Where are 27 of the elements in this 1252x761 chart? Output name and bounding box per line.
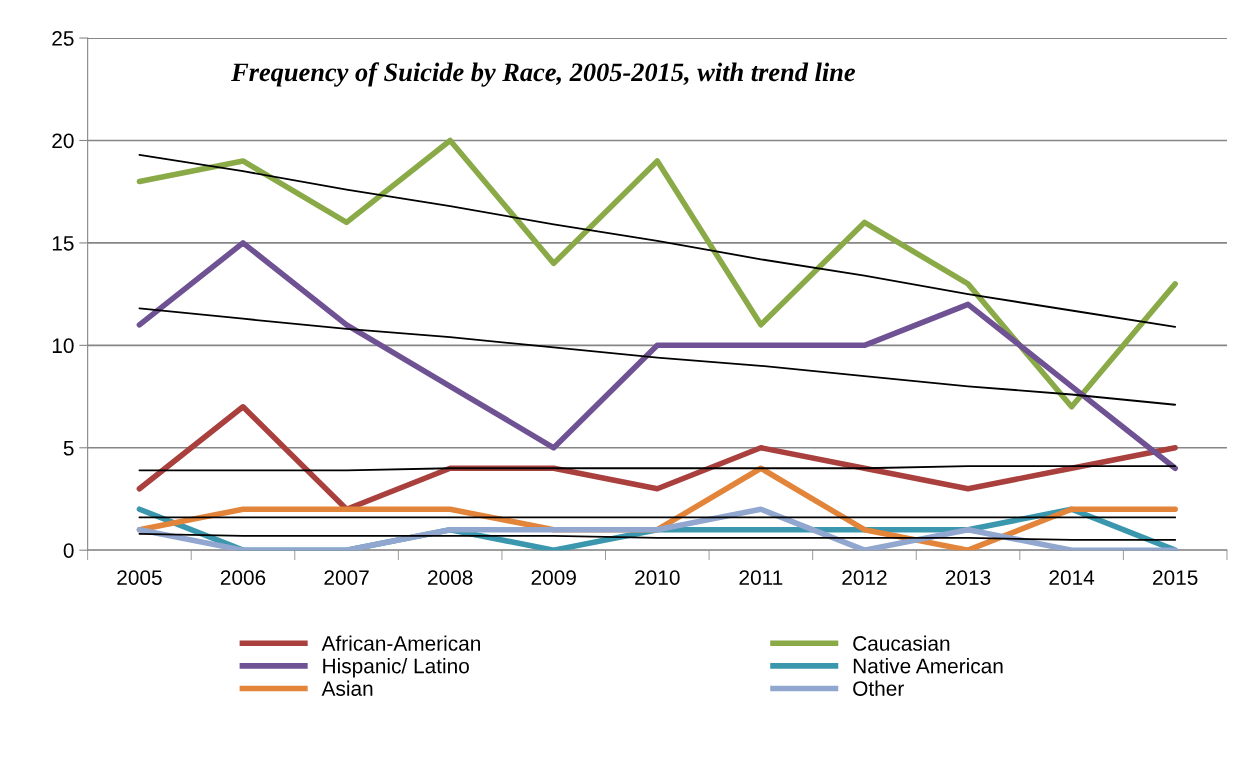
legend-label: Asian	[321, 680, 373, 696]
line-series	[138, 153, 1177, 328]
x-tick-label: 2006	[220, 570, 266, 585]
x-tick-label: 2008	[428, 570, 473, 585]
y-tick-label: 15	[52, 236, 74, 251]
legend-label: Hispanic/ Latino	[323, 658, 469, 678]
text: Frequency of Suicide by Race, 2005-2015, with trend line	[231, 62, 856, 87]
x-tick-label: 2010	[635, 570, 680, 585]
legend-label: Other	[853, 680, 904, 696]
y-tick-label: 20	[52, 133, 74, 149]
x-tick-label: 2013	[945, 570, 991, 585]
y-tick-label: 0	[63, 543, 74, 558]
x-tick-label: 2009	[531, 570, 576, 585]
legend-label: Caucasian	[853, 635, 950, 651]
line-series	[138, 532, 1177, 541]
x-tick-label: 2012	[842, 570, 887, 585]
legend-label: African-American	[321, 635, 480, 651]
x-tick-label: 2014	[1049, 570, 1095, 585]
y-tick-label: 10	[52, 338, 74, 354]
y-tick-label: 25	[52, 31, 74, 46]
y-tick-label: 5	[63, 440, 74, 456]
x-tick-label: 2011	[739, 570, 783, 585]
legend-label: Native American	[853, 658, 1003, 674]
x-tick-label: 2005	[117, 570, 162, 585]
x-tick-label: 2007	[324, 570, 369, 585]
x-tick-label: 2015	[1153, 570, 1198, 585]
line-series	[138, 307, 1177, 406]
